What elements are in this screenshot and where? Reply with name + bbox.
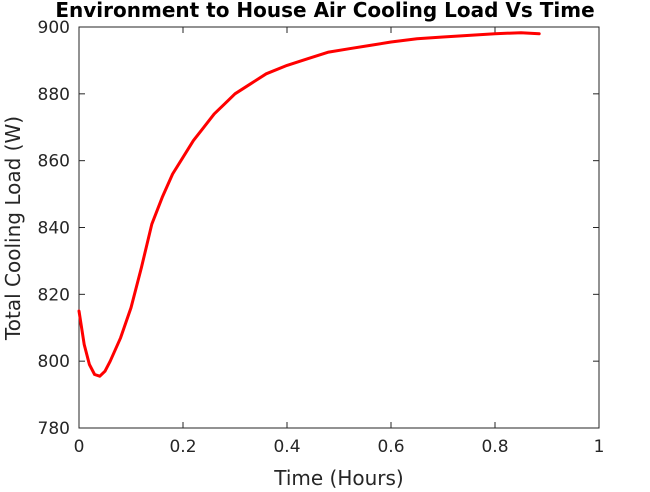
y-tick-label: 820 [38,285,70,305]
y-tick-label: 780 [38,419,70,439]
x-axis: 0 0.2 0.4 0.6 0.8 1 [74,27,605,457]
x-tick-label: 1 [594,437,605,457]
x-tick-label: 0.2 [169,437,196,457]
plot-area [78,26,600,429]
y-tick-label: 800 [38,352,70,372]
y-tick-label: 860 [38,152,70,172]
chart-title: Environment to House Air Cooling Load Vs… [55,0,594,22]
x-tick-label: 0.4 [273,437,300,457]
series-line [77,31,541,378]
x-tick-label: 0 [74,437,85,457]
x-tick-label: 0.8 [481,437,508,457]
y-axis: 780 800 820 840 860 880 900 [38,18,599,439]
x-axis-label: Time (Hours) [273,466,404,490]
x-tick-label: 0.6 [377,437,404,457]
y-axis-label: Total Cooling Load (W) [1,116,25,341]
y-tick-label: 840 [38,219,70,239]
y-tick-label: 900 [38,18,70,38]
y-tick-label: 880 [38,85,70,105]
